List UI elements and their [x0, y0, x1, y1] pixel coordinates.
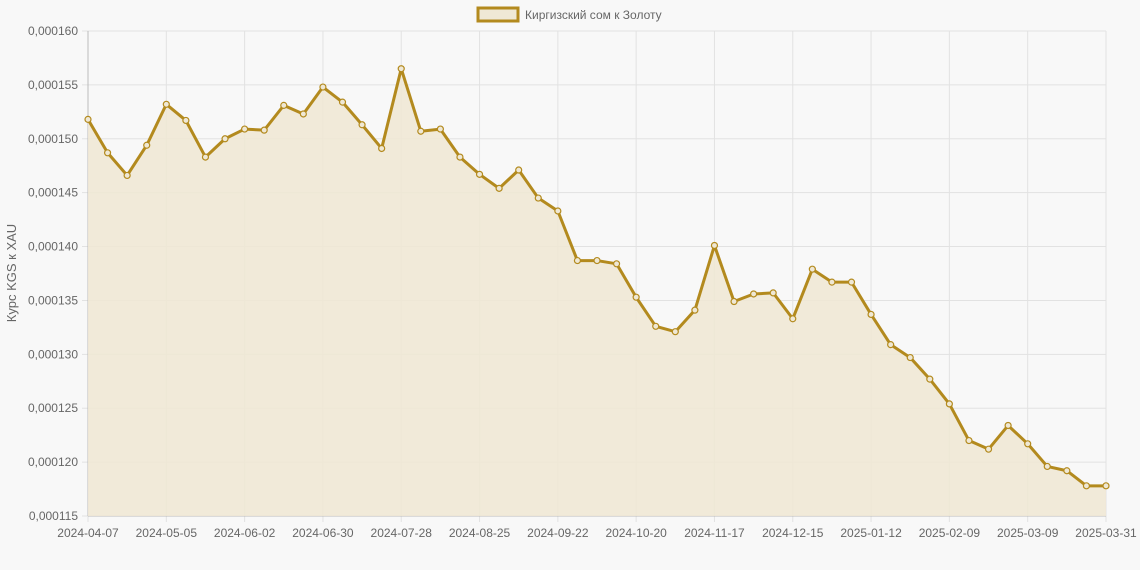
data-point	[632, 293, 640, 301]
data-point	[573, 256, 582, 265]
data-point	[750, 290, 758, 298]
data-point	[984, 445, 993, 453]
x-tick-label: 2025-01-12	[840, 526, 902, 540]
y-tick-label: 0,000130	[28, 347, 78, 361]
data-point	[593, 256, 601, 265]
x-tick-label: 2025-02-09	[919, 526, 981, 540]
y-tick-label: 0,000160	[28, 24, 78, 38]
x-tick-label: 2024-05-05	[136, 526, 198, 540]
y-tick-label: 0,000115	[29, 509, 78, 523]
y-tick-label: 0,000140	[28, 240, 78, 254]
x-tick-label: 2024-06-02	[214, 526, 276, 540]
x-tick-label: 2024-12-15	[762, 526, 824, 540]
data-point	[201, 153, 210, 161]
data-point	[84, 115, 92, 123]
y-tick-label: 0,000135	[28, 293, 78, 307]
area-layer	[86, 67, 1106, 516]
y-tick-label: 0,000145	[28, 186, 78, 200]
y-axis-ticks: 0,000160 0,000155 0,000150 0,000145 0,000140…	[28, 24, 78, 523]
data-point	[495, 184, 503, 192]
x-tick-label: 2024-11-17	[684, 526, 745, 540]
x-tick-label: 2024-09-22	[527, 526, 589, 540]
y-axis-label: Курс KGS к XAU	[4, 224, 19, 322]
data-point	[299, 110, 307, 118]
data-point	[906, 353, 914, 362]
y-tick-label: 0,000125	[28, 401, 78, 415]
data-point	[397, 65, 405, 73]
x-tick-label: 2024-07-28	[371, 526, 433, 540]
data-point	[123, 171, 131, 180]
data-point	[515, 166, 523, 174]
data-point	[1043, 462, 1051, 471]
data-point	[103, 149, 112, 157]
data-point	[319, 83, 327, 91]
data-point	[475, 170, 484, 178]
series-area	[88, 68, 1106, 516]
data-point	[652, 322, 660, 330]
data-point	[867, 310, 875, 319]
x-axis-ticks: 2024-04-07 2024-05-05 2024-06-02 2024-06-30…	[57, 526, 1137, 540]
x-tick-label: 2024-04-07	[57, 526, 119, 540]
data-point	[338, 98, 347, 106]
data-point	[808, 265, 816, 273]
points-layer	[84, 65, 1110, 490]
data-point	[1024, 440, 1032, 448]
legend-label[interactable]: Киргизский сом к Золоту	[525, 8, 662, 22]
x-tick-label: 2025-03-31	[1075, 526, 1137, 540]
data-point	[280, 101, 288, 109]
data-point	[769, 289, 777, 297]
data-point	[1102, 482, 1110, 490]
data-point	[358, 121, 366, 129]
data-point	[143, 141, 151, 149]
data-point	[612, 260, 621, 268]
data-point	[221, 135, 229, 143]
data-point	[182, 116, 190, 125]
data-point	[730, 297, 738, 306]
data-point	[162, 100, 170, 108]
data-point	[887, 341, 895, 349]
legend-swatch[interactable]	[476, 6, 520, 23]
data-point	[1082, 482, 1091, 490]
x-tick-label: 2024-10-20	[605, 526, 667, 540]
y-tick-label: 0,000120	[28, 455, 78, 469]
data-point	[241, 125, 249, 133]
data-point	[417, 127, 425, 135]
y-tick-label: 0,000155	[28, 78, 78, 92]
data-point	[945, 400, 953, 408]
data-point	[965, 436, 973, 445]
y-tick-label: 0,000150	[28, 132, 78, 146]
x-tick-label: 2024-06-30	[292, 526, 354, 540]
data-point	[378, 144, 386, 153]
data-point	[847, 278, 856, 286]
data-point	[710, 241, 719, 250]
data-point	[789, 315, 797, 323]
data-point	[436, 125, 444, 133]
data-point	[456, 153, 464, 161]
data-point	[926, 375, 934, 383]
data-point	[534, 194, 542, 202]
data-point	[671, 328, 679, 336]
data-point	[828, 278, 836, 286]
data-point	[691, 306, 699, 314]
data-point	[554, 207, 562, 215]
data-point	[260, 126, 268, 134]
x-tick-label: 2025-03-09	[997, 526, 1059, 540]
data-point	[1004, 421, 1012, 430]
legend[interactable]: Киргизский сом к Золоту	[476, 6, 662, 23]
data-point	[1063, 467, 1071, 475]
x-tick-label: 2024-08-25	[449, 526, 511, 540]
